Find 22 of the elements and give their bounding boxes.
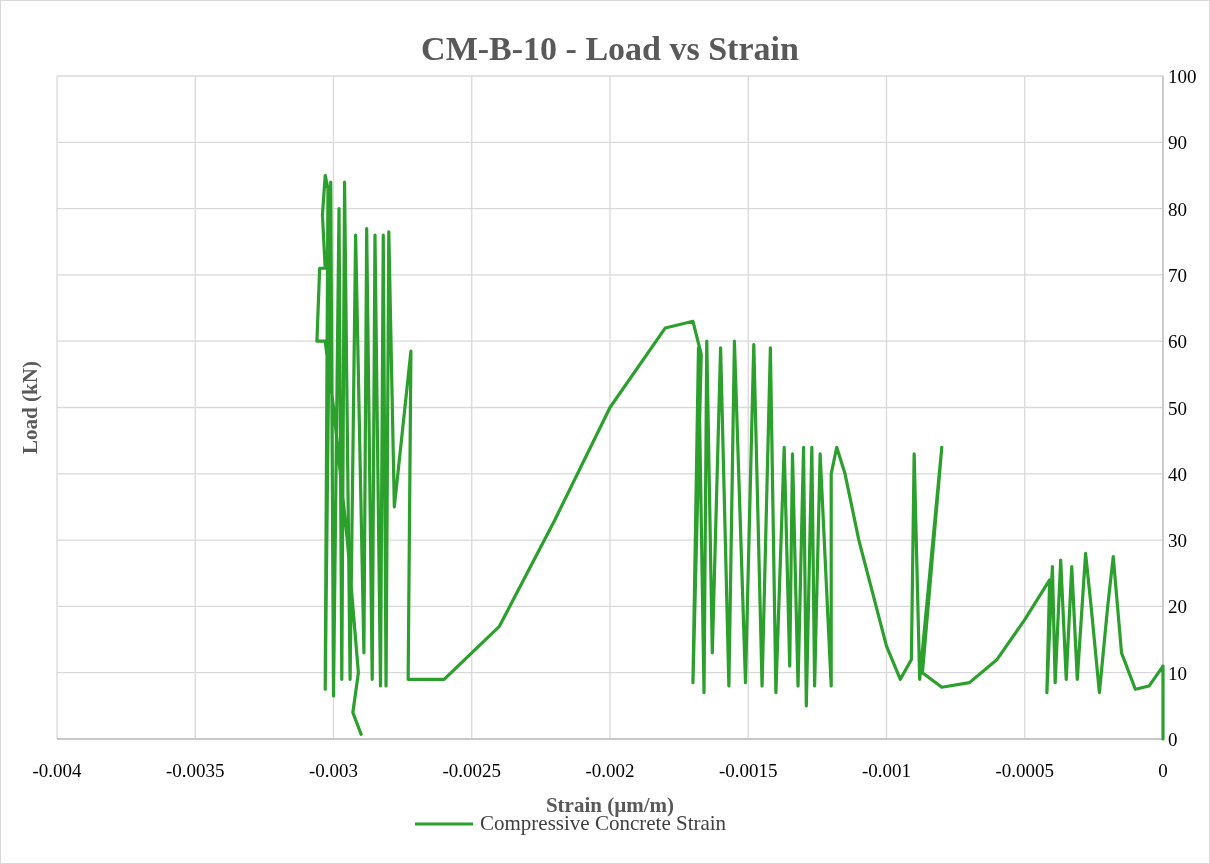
x-tick-label: -0.0005 bbox=[995, 760, 1055, 781]
y-tick-label: 10 bbox=[1168, 662, 1187, 684]
x-tick-label: -0.002 bbox=[585, 760, 635, 781]
y-tick-label: 70 bbox=[1168, 264, 1187, 286]
line-series bbox=[315, 173, 1165, 741]
y-tick-label: 0 bbox=[1168, 729, 1178, 750]
y-tick-label: 90 bbox=[1168, 132, 1187, 154]
x-tick-label: -0.0015 bbox=[718, 760, 778, 781]
x-tick-label: -0.003 bbox=[308, 760, 359, 781]
x-tick-label: -0.0025 bbox=[442, 760, 502, 781]
x-tick-label: -0.004 bbox=[32, 760, 83, 781]
y-tick-label: 30 bbox=[1168, 530, 1187, 552]
y-axis-title: Load (kN) bbox=[18, 361, 42, 454]
y-tick-label: 60 bbox=[1168, 331, 1187, 353]
y-tick-label: 80 bbox=[1168, 198, 1187, 220]
x-tick-label: -0.0035 bbox=[165, 760, 225, 781]
y-tick-label: 40 bbox=[1168, 463, 1187, 485]
chart-title: CM-B-10 - Load vs Strain bbox=[421, 30, 799, 67]
x-tick-label: -0.001 bbox=[861, 760, 912, 781]
y-tick-label: 20 bbox=[1168, 596, 1187, 618]
y-tick-label: 100 bbox=[1168, 66, 1197, 87]
y-tick-label: 50 bbox=[1168, 397, 1187, 419]
